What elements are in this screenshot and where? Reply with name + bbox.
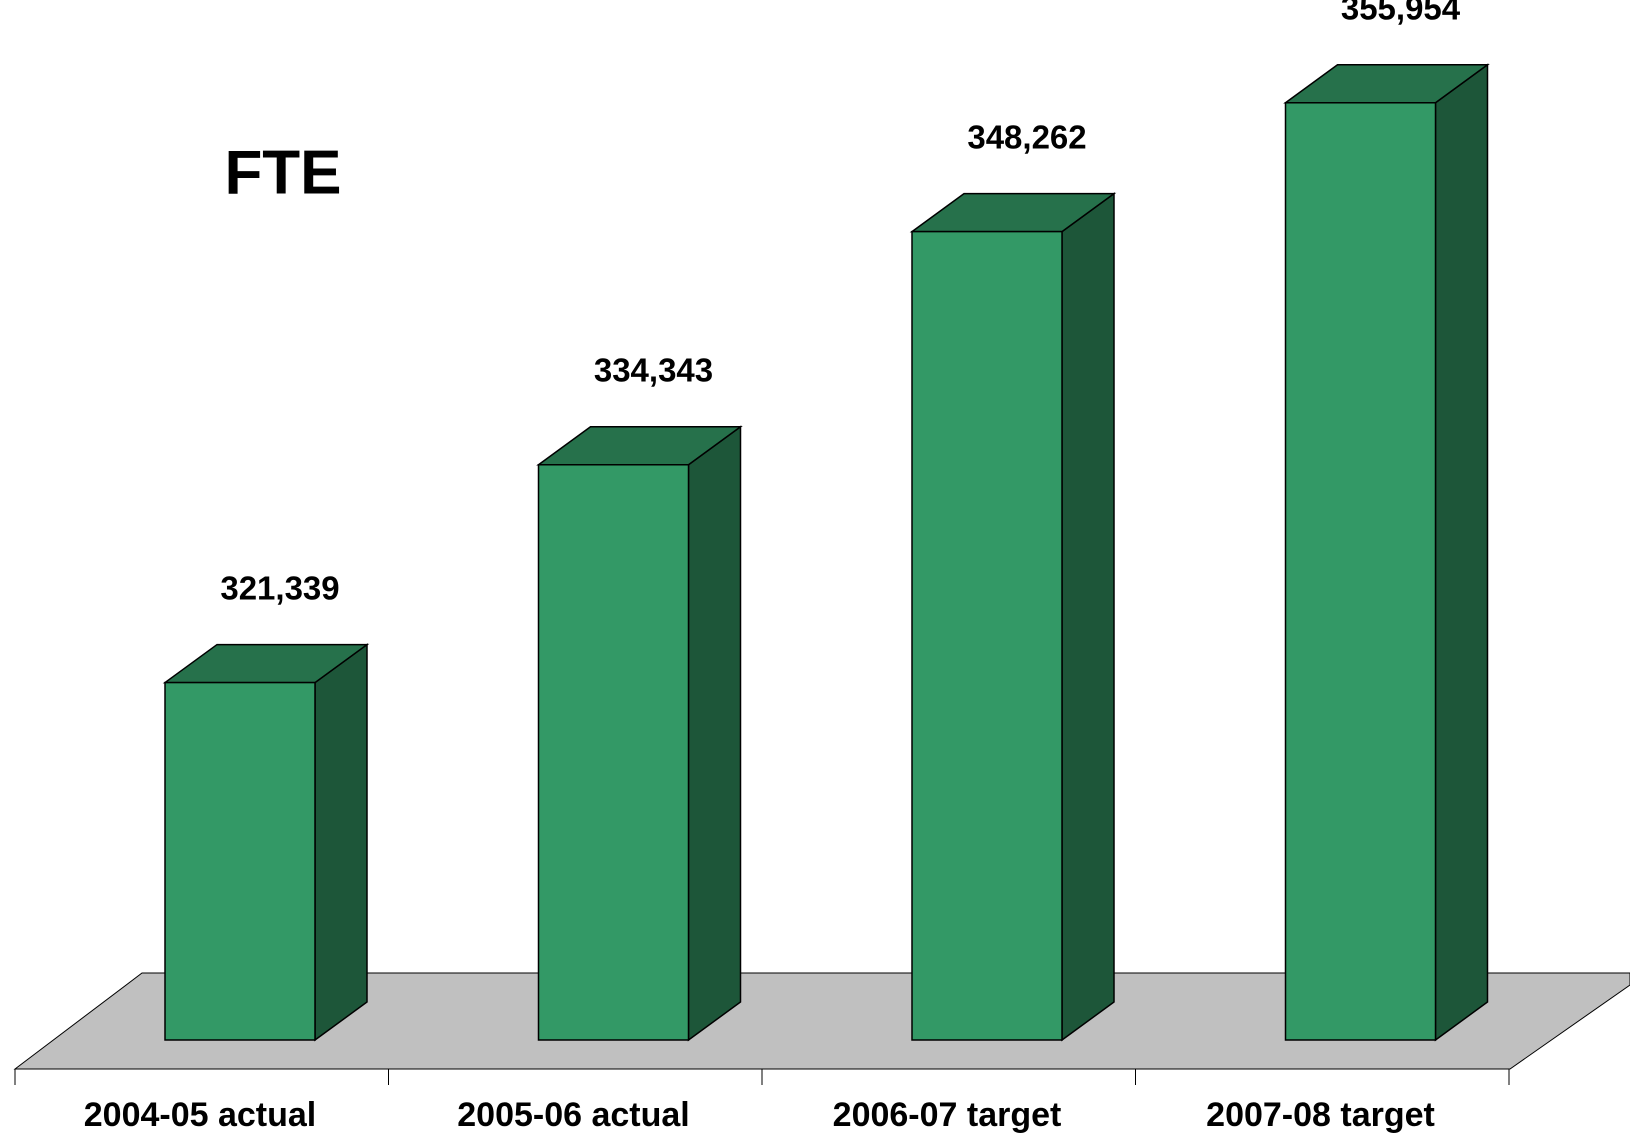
bar-front <box>164 681 316 1041</box>
data-label: 334,343 <box>594 351 713 388</box>
x-tick-label: 2006-07 target <box>833 1096 1062 1134</box>
x-tick-label: 2004-05 actual <box>84 1096 317 1134</box>
data-label: 321,339 <box>220 569 339 606</box>
x-tick-label: 2005-06 actual <box>457 1096 690 1134</box>
bar-side <box>1061 192 1115 1042</box>
data-label: 355,954 <box>1341 0 1461 26</box>
bar <box>162 643 370 1042</box>
bar-front <box>1284 102 1437 1041</box>
data-label: 348,262 <box>967 118 1086 155</box>
bar <box>1283 63 1490 1042</box>
bar-front <box>537 464 690 1041</box>
category-dividers <box>14 1069 1510 1085</box>
floor <box>13 972 1630 1070</box>
chart-title: FTE <box>224 138 341 207</box>
x-tick-label: 2007-08 target <box>1206 1096 1435 1134</box>
bar-front <box>911 230 1063 1041</box>
bar <box>909 192 1117 1042</box>
bar-side <box>1434 63 1489 1042</box>
bar-side <box>687 425 742 1042</box>
bar-side <box>314 643 368 1042</box>
bar <box>536 425 743 1042</box>
